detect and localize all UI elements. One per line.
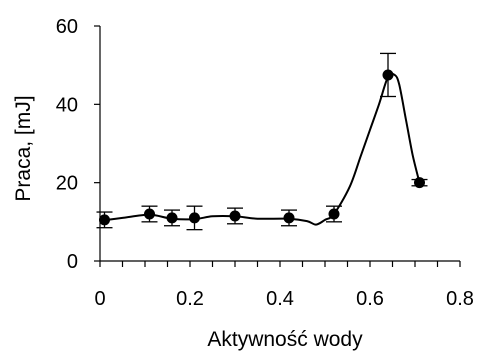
y-ticks: 0 20 40 60 — [56, 16, 100, 273]
data-point — [166, 212, 178, 224]
fit-line — [99, 72, 421, 226]
x-tick-label: 0.6 — [356, 288, 384, 310]
data-points — [99, 69, 425, 226]
data-point — [283, 212, 295, 224]
plot-area: 0 20 40 60 0 0.2 0.4 0.6 0.8 — [56, 16, 474, 310]
data-point — [414, 177, 425, 189]
y-tick-label: 0 — [67, 251, 78, 273]
x-tick-label: 0.8 — [446, 288, 474, 310]
y-axis-title: Praca, [mJ] — [12, 95, 35, 201]
data-point — [99, 214, 110, 226]
data-point — [144, 208, 155, 220]
x-axis-title: Aktywność wody — [207, 328, 363, 351]
error-bars — [96, 52, 428, 231]
x-tick-label: 0 — [94, 288, 105, 310]
y-tick-label: 40 — [56, 94, 78, 116]
data-point — [229, 210, 241, 222]
y-tick-label: 60 — [56, 16, 78, 38]
data-point — [382, 69, 394, 81]
x-ticks: 0 0.2 0.4 0.6 0.8 — [94, 261, 474, 310]
data-point — [189, 212, 200, 224]
data-point — [328, 208, 340, 220]
x-tick-label: 0.2 — [176, 288, 204, 310]
x-tick-label: 0.4 — [266, 288, 294, 310]
y-tick-label: 20 — [56, 173, 78, 195]
